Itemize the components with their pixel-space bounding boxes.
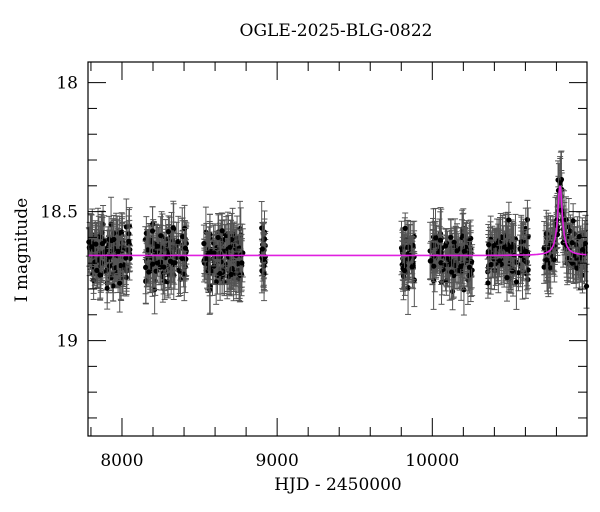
x-axis-label: HJD - 2450000 xyxy=(274,475,402,495)
svg-text:10000: 10000 xyxy=(405,451,459,471)
data-points xyxy=(85,150,590,316)
svg-text:8000: 8000 xyxy=(100,451,143,471)
svg-text:18: 18 xyxy=(56,74,78,94)
y-axis-label: I magnitude xyxy=(12,198,32,302)
axis-tick-labels: 8000 9000 10000 18 18.5 19 xyxy=(40,74,459,471)
svg-text:19: 19 xyxy=(56,332,78,352)
model-curve xyxy=(88,185,587,257)
axis-ticks xyxy=(88,62,587,436)
svg-text:9000: 9000 xyxy=(256,451,299,471)
chart-title: OGLE-2025-BLG-0822 xyxy=(240,21,433,41)
plot-frame xyxy=(87,61,588,437)
svg-text:18.5: 18.5 xyxy=(40,203,78,223)
